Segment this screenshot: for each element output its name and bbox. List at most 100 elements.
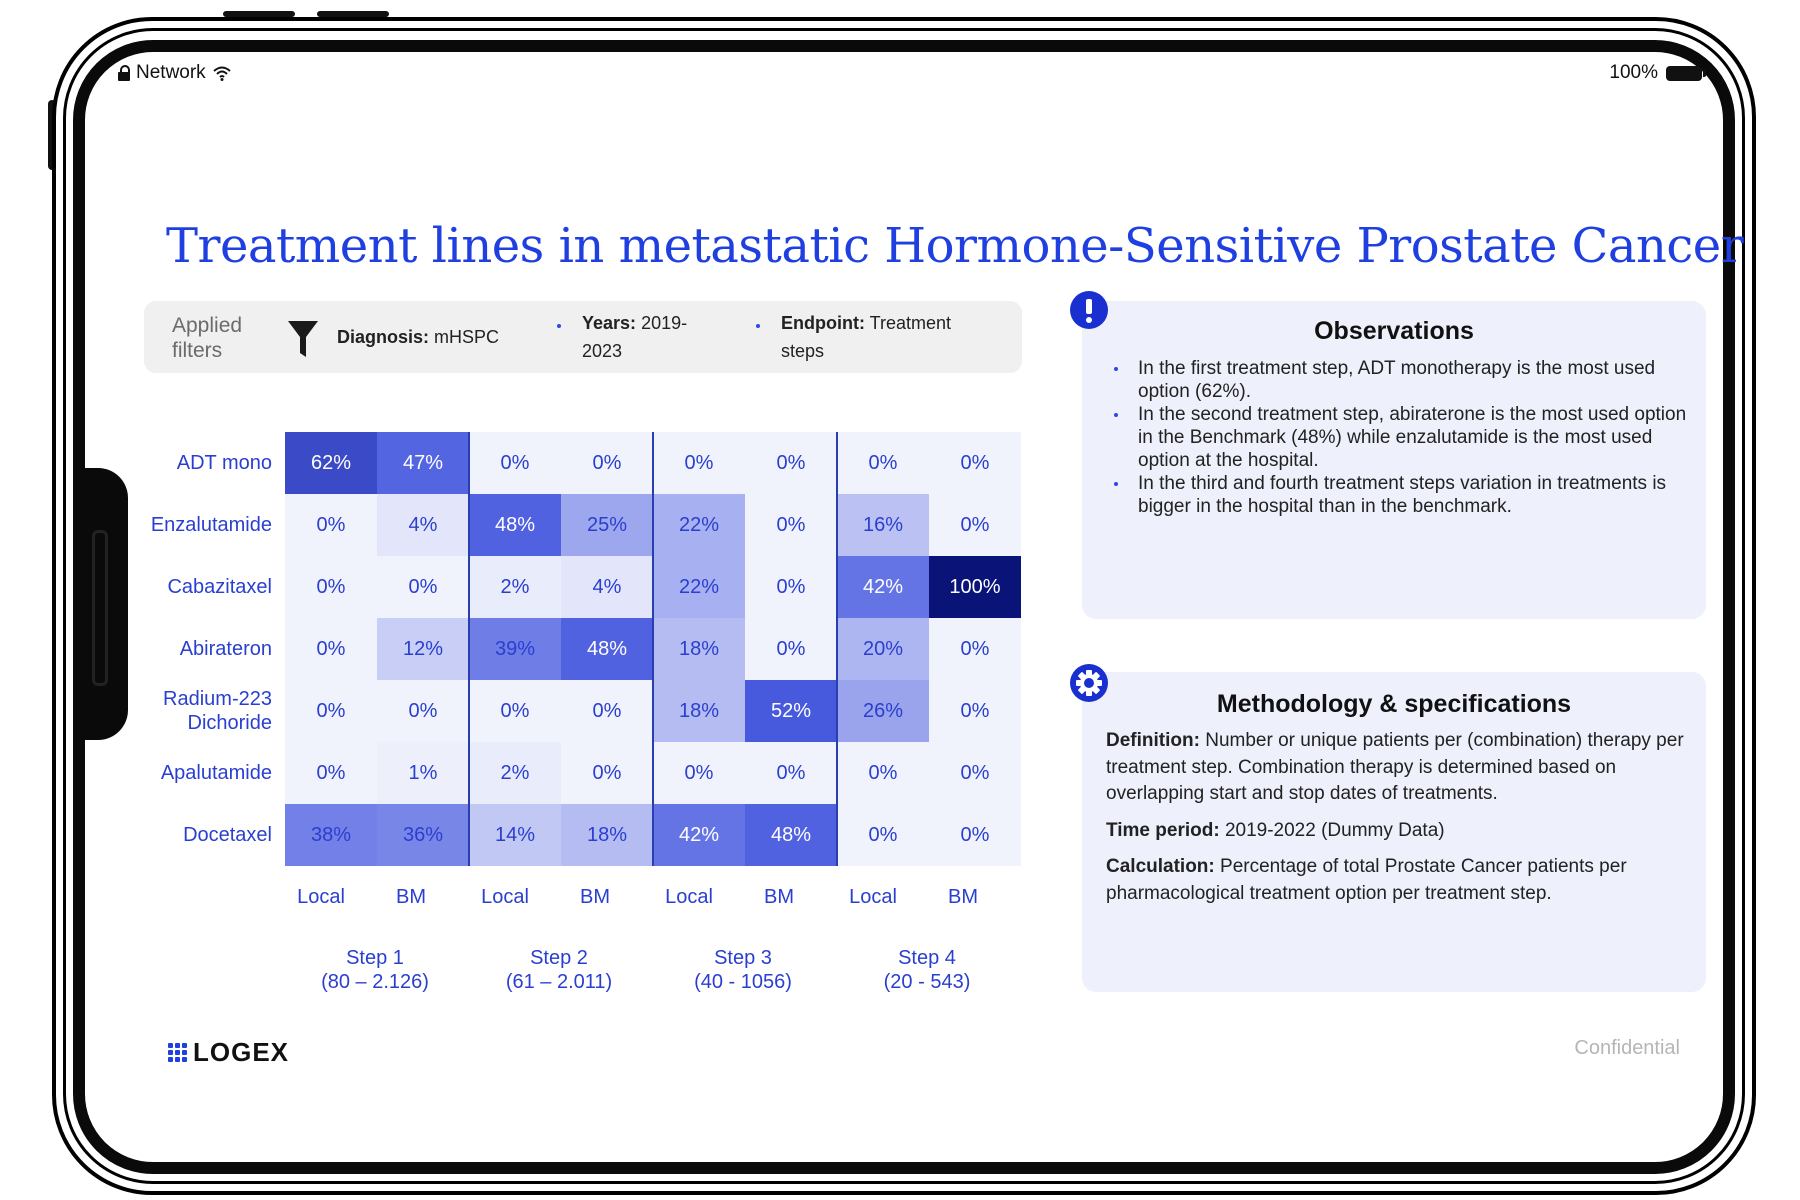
step-divider bbox=[652, 432, 654, 866]
heatmap-cell[interactable]: 0% bbox=[285, 556, 377, 618]
status-bar: Network 100% bbox=[118, 62, 1706, 86]
calculation-key: Calculation: bbox=[1106, 856, 1215, 877]
battery-percent: 100% bbox=[1609, 62, 1658, 83]
heatmap-cell[interactable]: 0% bbox=[745, 432, 837, 494]
heatmap-cell[interactable]: 25% bbox=[561, 494, 653, 556]
heatmap-cell[interactable]: 20% bbox=[837, 618, 929, 680]
heatmap-cell[interactable]: 47% bbox=[377, 432, 469, 494]
heatmap-cell[interactable]: 48% bbox=[561, 618, 653, 680]
heatmap-cell[interactable]: 0% bbox=[745, 742, 837, 804]
heatmap-cell[interactable]: 0% bbox=[837, 432, 929, 494]
heatmap-cell[interactable]: 0% bbox=[745, 618, 837, 680]
heatmap-cell[interactable]: 0% bbox=[929, 618, 1021, 680]
lock-icon bbox=[118, 65, 130, 81]
heatmap-cell[interactable]: 1% bbox=[377, 742, 469, 804]
heatmap-cell[interactable]: 0% bbox=[285, 618, 377, 680]
logo-text: LOGEX bbox=[193, 1037, 290, 1067]
column-label: Local bbox=[297, 886, 345, 908]
step-label: Step 1 (80 – 2.126) bbox=[321, 947, 429, 993]
heatmap-cell[interactable]: 14% bbox=[469, 804, 561, 866]
column-label: Local bbox=[849, 886, 897, 908]
time-period-text: Time period: 2019-2022 (Dummy Data) bbox=[1106, 818, 1696, 845]
heatmap-cell[interactable]: 18% bbox=[653, 618, 745, 680]
heatmap-cell[interactable]: 18% bbox=[561, 804, 653, 866]
heatmap-cell[interactable]: 0% bbox=[745, 556, 837, 618]
heatmap-cell[interactable]: 42% bbox=[837, 556, 929, 618]
heatmap-cell[interactable]: 2% bbox=[469, 742, 561, 804]
heatmap-cell[interactable]: 38% bbox=[285, 804, 377, 866]
heatmap-cell[interactable]: 18% bbox=[653, 680, 745, 742]
column-label: BM bbox=[580, 886, 610, 908]
heatmap-cell[interactable]: 0% bbox=[929, 494, 1021, 556]
heatmap-cell[interactable]: 12% bbox=[377, 618, 469, 680]
observations-panel: Observations In the first treatment step… bbox=[1082, 301, 1706, 619]
heatmap-cell[interactable]: 0% bbox=[561, 680, 653, 742]
heatmap-cell[interactable]: 0% bbox=[653, 432, 745, 494]
heatmap-cell[interactable]: 62% bbox=[285, 432, 377, 494]
heatmap-cell[interactable]: 100% bbox=[929, 556, 1021, 618]
heatmap-cell[interactable]: 4% bbox=[377, 494, 469, 556]
heatmap-cell[interactable]: 0% bbox=[929, 804, 1021, 866]
heatmap-cell[interactable]: 0% bbox=[929, 742, 1021, 804]
confidential-label: Confidential bbox=[1574, 1037, 1680, 1059]
page-title: Treatment lines in metastatic Hormone-Se… bbox=[166, 218, 1744, 274]
heatmap-cell[interactable]: 26% bbox=[837, 680, 929, 742]
filter-endpoint-value-1: Treatment bbox=[869, 313, 952, 333]
heatmap-cell[interactable]: 0% bbox=[561, 742, 653, 804]
observation-item: In the first treatment step, ADT monothe… bbox=[1106, 357, 1696, 403]
column-label: BM bbox=[948, 886, 978, 908]
heatmap-cell[interactable]: 16% bbox=[837, 494, 929, 556]
heatmap-cell[interactable]: 22% bbox=[653, 556, 745, 618]
power-button bbox=[317, 11, 389, 17]
heatmap-cell[interactable]: 36% bbox=[377, 804, 469, 866]
row-label: Cabazitaxel bbox=[167, 576, 272, 598]
heatmap-cell[interactable]: 42% bbox=[653, 804, 745, 866]
funnel-icon[interactable] bbox=[288, 321, 318, 357]
heatmap-cell[interactable]: 52% bbox=[745, 680, 837, 742]
filter-diagnosis-value: mHSPC bbox=[434, 327, 500, 347]
heatmap-cell[interactable]: 0% bbox=[285, 680, 377, 742]
filter-years-value-1: 2019- bbox=[641, 313, 688, 333]
heatmap-cell[interactable]: 0% bbox=[377, 680, 469, 742]
step-label: Step 4 (20 - 543) bbox=[883, 947, 971, 993]
heatmap-cell[interactable]: 0% bbox=[469, 432, 561, 494]
heatmap-cell[interactable]: 0% bbox=[469, 680, 561, 742]
time-period-value: 2019-2022 (Dummy Data) bbox=[1224, 819, 1445, 841]
heatmap-cell[interactable]: 0% bbox=[653, 742, 745, 804]
filter-endpoint[interactable]: Endpoint: Treatment steps bbox=[781, 309, 951, 365]
heatmap-cell[interactable]: 2% bbox=[469, 556, 561, 618]
heatmap-cell[interactable]: 0% bbox=[929, 432, 1021, 494]
time-period-key: Time period: bbox=[1106, 819, 1220, 841]
filters-label: Applied filters bbox=[172, 314, 243, 362]
step-divider bbox=[468, 432, 470, 866]
heatmap-cell[interactable]: 22% bbox=[653, 494, 745, 556]
heatmap-cell[interactable]: 48% bbox=[745, 804, 837, 866]
methodology-title: Methodology & specifications bbox=[1216, 690, 1572, 718]
heatmap-cell[interactable]: 0% bbox=[745, 494, 837, 556]
heatmap-cell[interactable]: 0% bbox=[377, 556, 469, 618]
heatmap-cell[interactable]: 0% bbox=[929, 680, 1021, 742]
column-label: BM bbox=[396, 886, 426, 908]
heatmap-cell[interactable]: 0% bbox=[561, 432, 653, 494]
heatmap-cell[interactable]: 39% bbox=[469, 618, 561, 680]
row-label: ADT mono bbox=[176, 452, 272, 474]
observation-item: In the third and fourth treatment steps … bbox=[1106, 472, 1696, 518]
device-notch-slot bbox=[92, 530, 108, 686]
step-label: Step 2 (61 – 2.011) bbox=[505, 947, 613, 993]
heatmap-cell[interactable]: 48% bbox=[469, 494, 561, 556]
definition-value: Number or unique patients per (combinati… bbox=[1106, 730, 1684, 804]
filter-diagnosis-key: Diagnosis: bbox=[337, 327, 430, 347]
row-label: Apalutamide bbox=[160, 762, 272, 784]
device-frame-inner bbox=[63, 28, 1745, 1184]
heatmap-cell[interactable]: 0% bbox=[837, 804, 929, 866]
row-label: Radium-223 Dichoride bbox=[163, 688, 272, 734]
heatmap-cell[interactable]: 0% bbox=[285, 494, 377, 556]
heatmap-cell[interactable]: 0% bbox=[837, 742, 929, 804]
heatmap-cell[interactable]: 4% bbox=[561, 556, 653, 618]
heatmap-cell[interactable]: 0% bbox=[285, 742, 377, 804]
filter-years[interactable]: Years: 2019- 2023 bbox=[582, 309, 687, 365]
observations-title: Observations bbox=[1314, 317, 1474, 345]
exclamation-icon bbox=[1070, 291, 1108, 329]
methodology-body: Definition: Number or unique patients pe… bbox=[1106, 728, 1696, 917]
filter-diagnosis[interactable]: Diagnosis: mHSPC bbox=[337, 323, 499, 351]
